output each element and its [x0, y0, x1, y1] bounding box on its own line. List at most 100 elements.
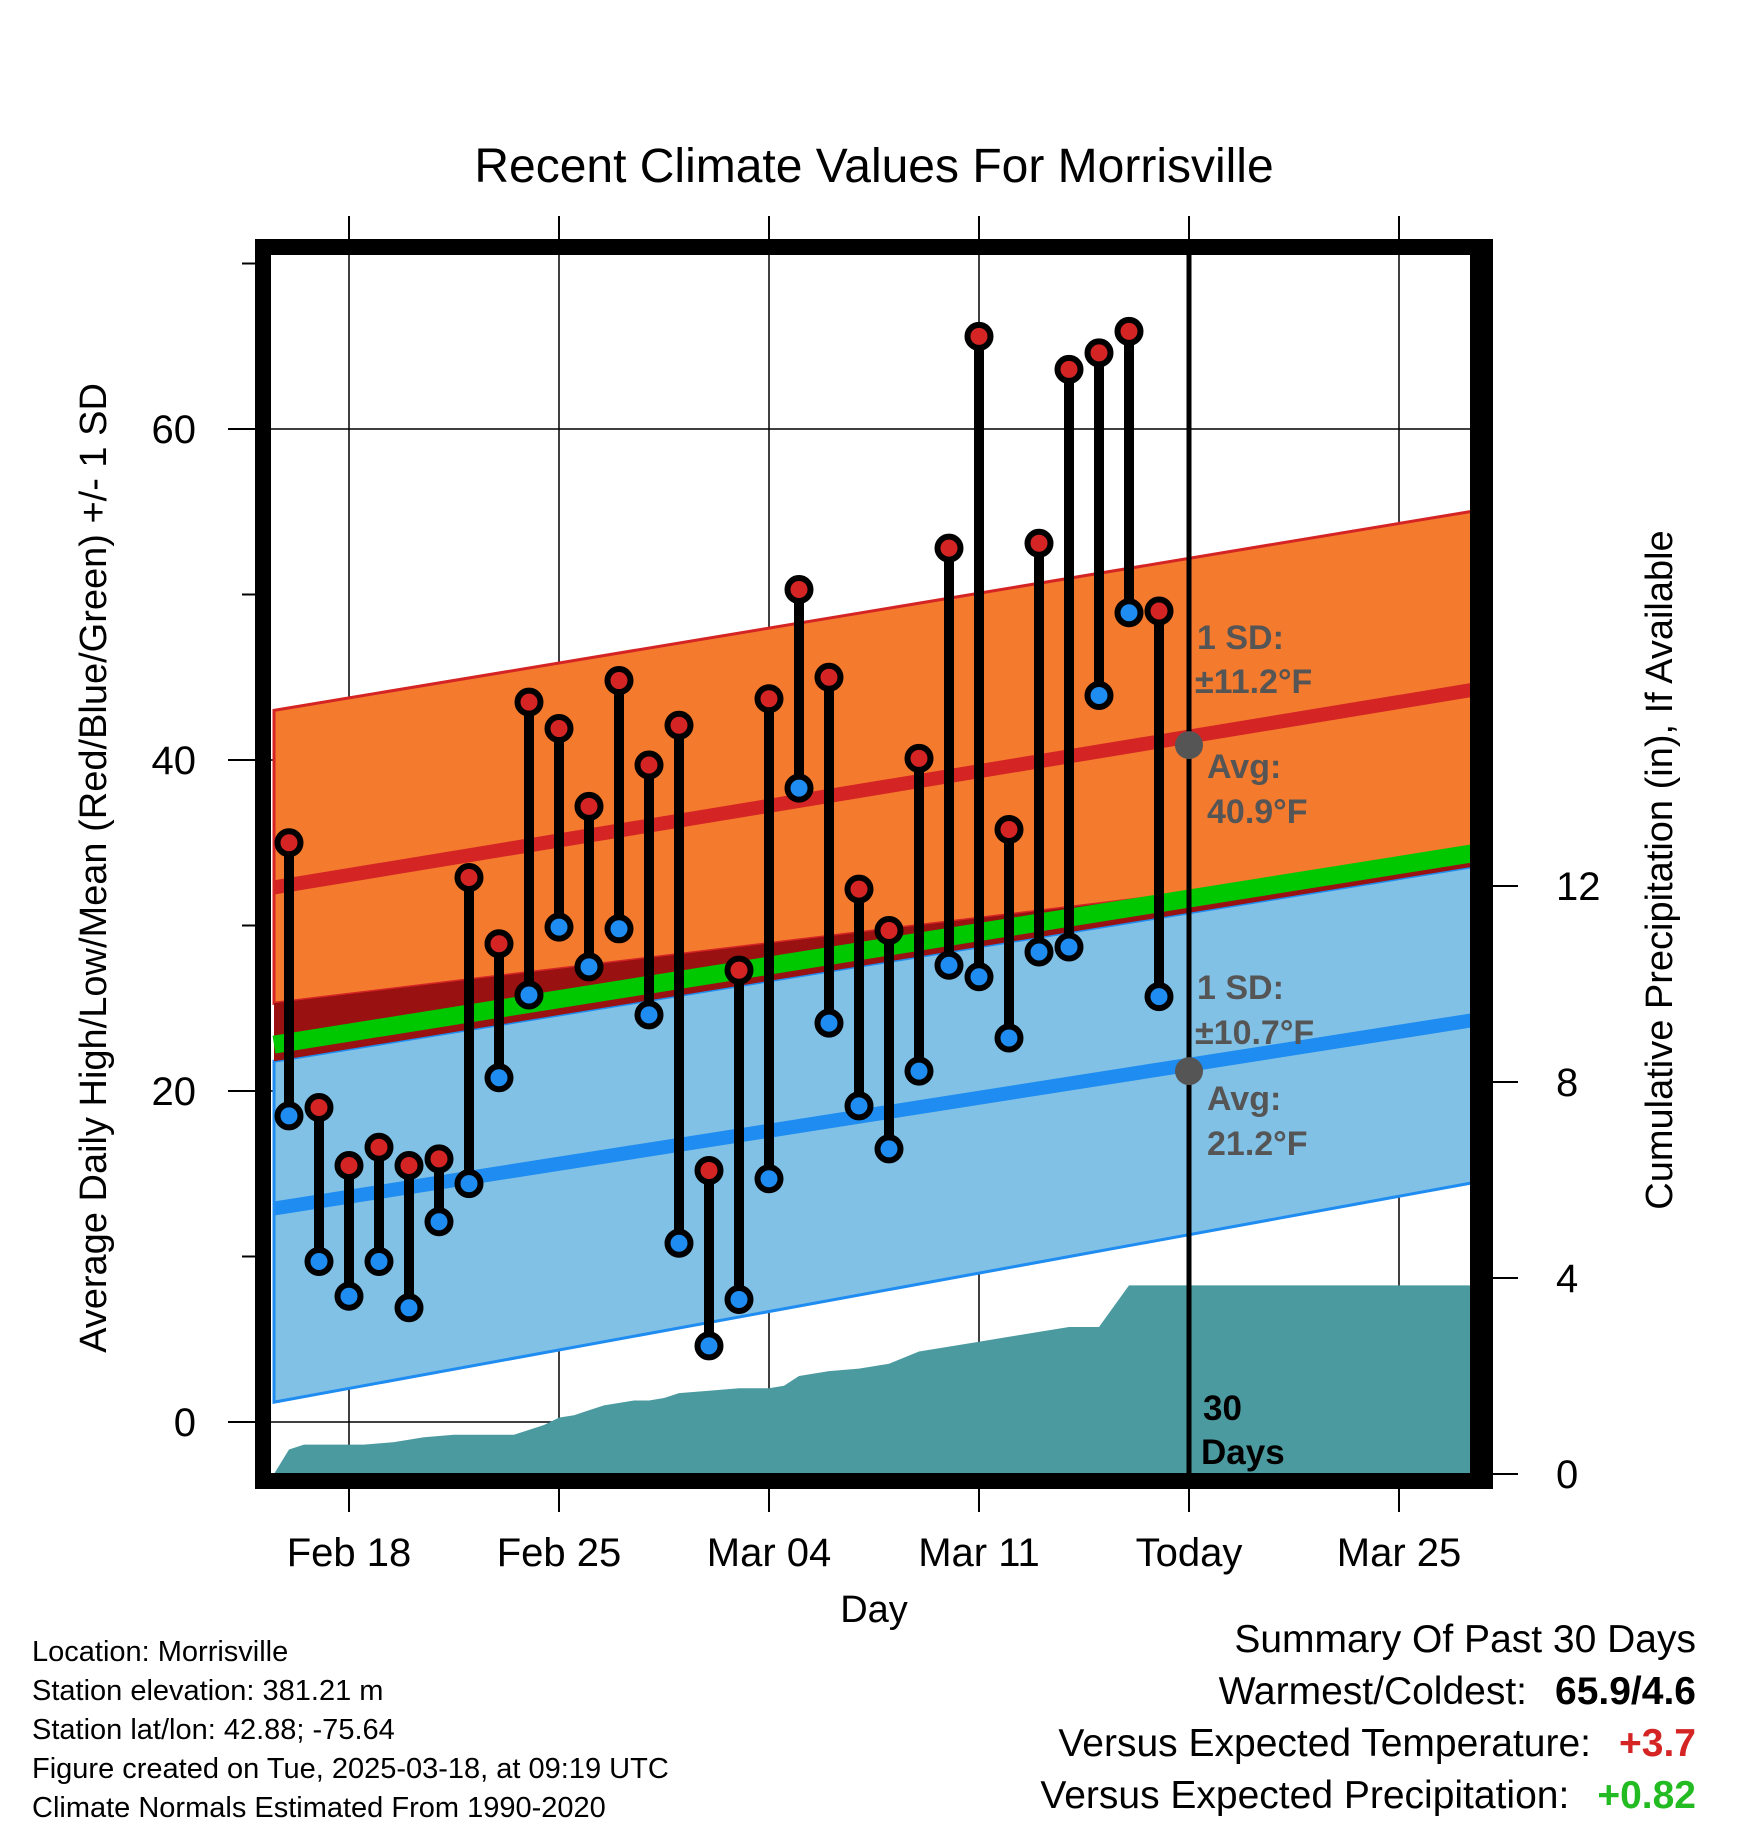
- chart-title: Recent Climate Values For Morrisville: [474, 140, 1273, 193]
- today-label-number: 30: [1203, 1389, 1242, 1428]
- y2-axis-label: Cumulative Precipitation (in), If Availa…: [1639, 530, 1681, 1209]
- low-dot: [394, 1293, 424, 1323]
- low-dot: [1084, 680, 1114, 710]
- day-21: [874, 915, 904, 1164]
- low-dot: [1114, 598, 1144, 628]
- high-dot: [814, 662, 844, 692]
- day-30: [1144, 596, 1174, 1012]
- low-mean-line: [272, 1011, 1484, 1216]
- low-dot: [514, 980, 544, 1010]
- low-dot: [574, 952, 604, 982]
- low-dot: [634, 1000, 664, 1030]
- high-mean-line: [272, 680, 1484, 895]
- high-dot: [604, 666, 634, 696]
- summary-warm-cold-label: Warmest/Coldest:: [1218, 1670, 1528, 1713]
- day-28: [1084, 338, 1114, 710]
- day-18: [784, 575, 814, 803]
- day-12: [604, 666, 634, 944]
- low-dot: [994, 1023, 1024, 1053]
- day-22: [904, 743, 934, 1086]
- precip-area: [274, 1285, 1484, 1480]
- day-25: [994, 815, 1024, 1053]
- info-normals: Climate Normals Estimated From 1990-2020: [32, 1792, 606, 1824]
- low-dot: [754, 1164, 784, 1194]
- low-dot: [304, 1246, 334, 1276]
- x-tick-label: Mar 11: [918, 1531, 1040, 1575]
- summary-title: Summary Of Past 30 Days: [1234, 1618, 1696, 1661]
- low-sd-label: 1 SD:: [1197, 969, 1284, 1007]
- low-dot: [934, 950, 964, 980]
- high-dot: [1054, 354, 1084, 384]
- low-dot: [964, 962, 994, 992]
- day-6: [424, 1144, 454, 1237]
- low-dot: [784, 773, 814, 803]
- day-26: [1024, 528, 1054, 967]
- low-dot: [454, 1169, 484, 1199]
- day-29: [1114, 316, 1144, 628]
- low-dot: [334, 1281, 364, 1311]
- summary-warm-cold-value: 65.9/4.6: [1555, 1670, 1696, 1713]
- low-dot: [604, 914, 634, 944]
- y-axis-label: Average Daily High/Low/Mean (Red/Blue/Gr…: [73, 383, 115, 1353]
- day-27: [1054, 354, 1084, 962]
- high-dot: [334, 1150, 364, 1180]
- y2-tick-label: 0: [1556, 1453, 1578, 1497]
- low-avg-value: 21.2°F: [1207, 1125, 1308, 1163]
- summary-precip-label: Versus Expected Precipitation:: [1040, 1774, 1570, 1817]
- summary-temp-value: +3.7: [1619, 1722, 1696, 1765]
- x-tick-label: Feb 25: [497, 1531, 622, 1575]
- low-avg-dot: [1175, 1057, 1203, 1086]
- info-location: Location: Morrisville: [32, 1636, 289, 1668]
- high-dot: [454, 863, 484, 893]
- high-sd-value: ±11.2°F: [1195, 663, 1312, 701]
- day-4: [364, 1132, 394, 1276]
- y2-tick-label: 12: [1556, 865, 1601, 909]
- high-avg-dot: [1175, 731, 1203, 760]
- high-dot: [514, 687, 544, 717]
- y-tick-label: 40: [152, 739, 197, 783]
- high-dot: [1144, 596, 1174, 626]
- x-tick-label: Feb 18: [287, 1531, 412, 1575]
- low-dot: [844, 1091, 874, 1121]
- low-dot: [544, 912, 574, 942]
- y-axis-left: 0 20 40 60: [152, 262, 256, 1445]
- day-2: [304, 1093, 334, 1276]
- high-dot: [394, 1150, 424, 1180]
- day-16: [724, 955, 754, 1315]
- day-15: [694, 1155, 724, 1361]
- day-5: [394, 1150, 424, 1323]
- high-dot: [964, 321, 994, 351]
- high-dot: [304, 1093, 334, 1123]
- low-dot: [424, 1207, 454, 1237]
- high-dot: [844, 874, 874, 904]
- high-dot: [544, 714, 574, 744]
- summary-precip: Versus Expected Precipitation: +0.82: [1040, 1774, 1696, 1818]
- high-dot: [1114, 316, 1144, 346]
- high-dot: [1084, 338, 1114, 368]
- low-dot: [1054, 932, 1084, 962]
- summary-temp-label: Versus Expected Temperature:: [1058, 1722, 1591, 1765]
- day-8: [484, 929, 514, 1093]
- day-9: [514, 687, 544, 1010]
- low-dot: [874, 1134, 904, 1164]
- low-dot: [904, 1056, 934, 1086]
- summary-warm-cold: Warmest/Coldest: 65.9/4.6: [1219, 1670, 1696, 1714]
- high-dot: [484, 929, 514, 959]
- day-19: [814, 662, 844, 1038]
- plot-area: 1 SD: ±11.2°F Avg: 40.9°F 1 SD: ±10.7°F Avg: 21…: [255, 239, 1493, 1489]
- info-latlon: Station lat/lon: 42.88; -75.64: [32, 1714, 395, 1746]
- high-dot: [754, 684, 784, 714]
- x-tick-label: Mar 25: [1337, 1531, 1462, 1575]
- high-dot: [784, 575, 814, 605]
- day-7: [454, 863, 484, 1199]
- high-dot: [934, 533, 964, 563]
- y-axis-right: 0 4 8 12: [1492, 865, 1601, 1497]
- low-sd-value: ±10.7°F: [1195, 1014, 1314, 1052]
- high-dot: [694, 1155, 724, 1185]
- high-dot: [904, 743, 934, 773]
- high-dot: [994, 815, 1024, 845]
- plot-frame: [255, 239, 1493, 1489]
- low-avg-label: Avg:: [1207, 1080, 1281, 1118]
- x-tick-label: Today: [1136, 1531, 1243, 1575]
